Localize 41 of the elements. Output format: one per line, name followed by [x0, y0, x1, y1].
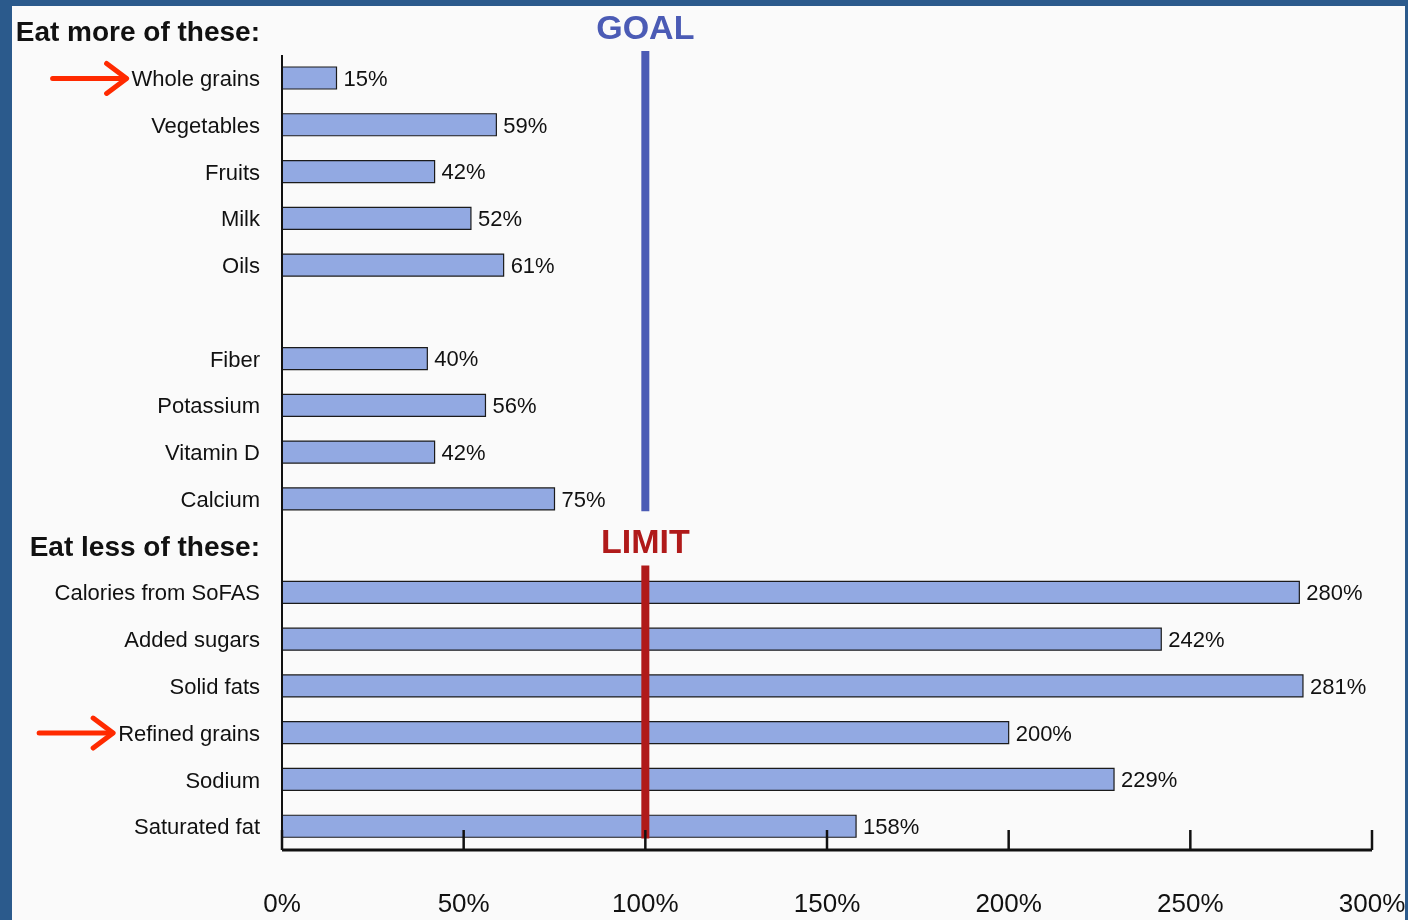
- data-label: 40%: [434, 346, 479, 372]
- y-tick-label: Refined grains: [118, 720, 260, 746]
- data-label: 52%: [477, 206, 522, 232]
- ref-line-label: GOAL: [596, 8, 695, 46]
- x-tick-label: 250%: [1157, 888, 1224, 918]
- data-label: 59%: [503, 112, 548, 138]
- data-label: 229%: [1121, 767, 1178, 793]
- data-label: 61%: [510, 252, 555, 278]
- data-label: 42%: [441, 159, 486, 185]
- y-tick-label: Calories from SoFAS: [54, 580, 260, 606]
- y-tick-label: Calcium: [180, 486, 260, 512]
- y-tick-label: Oils: [222, 253, 260, 279]
- data-label: 75%: [561, 486, 606, 512]
- data-label: 15%: [343, 65, 388, 91]
- y-tick-label: Solid fats: [169, 674, 260, 700]
- y-tick-label: Sodium: [185, 767, 260, 793]
- y-tick-label: Vitamin D: [165, 440, 260, 466]
- x-tick-label: 200%: [975, 888, 1042, 918]
- data-label: 42%: [441, 439, 486, 465]
- text: Eat less of these:: [29, 530, 260, 562]
- x-tick-label: 300%: [1338, 888, 1406, 918]
- y-tick-label: Fruits: [205, 159, 260, 185]
- y-tick-label: Whole grains: [131, 66, 260, 92]
- x-tick-label: 0%: [263, 888, 301, 918]
- x-tick-label: 150%: [793, 888, 861, 918]
- data-label: 158%: [863, 814, 920, 840]
- y-tick-label: Fiber: [209, 346, 260, 372]
- y-tick-label: Saturated fat: [134, 814, 260, 840]
- y-tick-label: Potassium: [157, 393, 260, 419]
- y-tick-label: Added sugars: [124, 627, 260, 653]
- data-label: 56%: [492, 393, 537, 419]
- data-label: 281%: [1309, 673, 1367, 699]
- data-label: 242%: [1168, 626, 1225, 652]
- x-tick-label: 100%: [612, 888, 679, 918]
- x-tick-label: 50%: [437, 888, 490, 918]
- data-label: 280%: [1306, 580, 1363, 606]
- text: Eat more of these:: [15, 16, 260, 48]
- y-tick-label: Milk: [220, 206, 261, 232]
- ref-line-label: LIMIT: [600, 522, 690, 561]
- data-label: 200%: [1015, 720, 1072, 746]
- y-tick-label: Vegetables: [151, 112, 260, 138]
